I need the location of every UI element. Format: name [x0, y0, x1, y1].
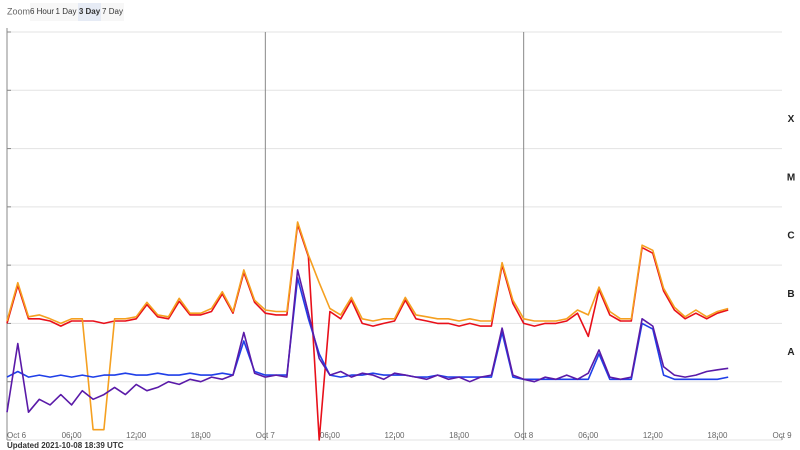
- zoom-button-label[interactable]: 3 Day: [79, 7, 101, 16]
- zoom-button-label[interactable]: 7 Day: [102, 7, 123, 16]
- plot: Oct 6 06:00 12:00 18:00 Oct 7 06:00 12:00 18:00…: [6, 28, 795, 441]
- zoom-button[interactable]: [30, 3, 54, 21]
- class-label: X: [788, 114, 795, 125]
- x-tick-label: 12:00: [126, 431, 147, 440]
- class-label: A: [787, 347, 794, 358]
- class-label: B: [787, 289, 794, 300]
- flux-line: [6, 221, 729, 431]
- zoom-buttons: 6 Hour 1 Day 3 Day 7 Day: [30, 3, 124, 21]
- x-tick-label: Oct 6: [7, 431, 27, 440]
- x-tick-label: 12:00: [384, 431, 405, 440]
- zoom-button[interactable]: [54, 3, 78, 21]
- zoom-label: Zoom: [7, 6, 30, 16]
- updated-text: Updated 2021-10-08 18:39 UTC: [7, 441, 124, 450]
- class-label: C: [787, 231, 794, 242]
- x-tick-label: 06:00: [320, 431, 341, 440]
- x-tick-label: Oct 9: [772, 431, 792, 440]
- flux-line: [6, 223, 729, 441]
- x-tick-label: 06:00: [578, 431, 599, 440]
- zoom-button-label[interactable]: 6 Hour: [30, 7, 54, 16]
- x-tick-label: 12:00: [643, 431, 664, 440]
- flux-line: [6, 269, 729, 413]
- x-tick-label: Oct 8: [514, 431, 534, 440]
- x-tick-label: 06:00: [62, 431, 83, 440]
- x-tick-label: 18:00: [707, 431, 728, 440]
- x-tick-label: 18:00: [191, 431, 212, 440]
- flux-line: [6, 277, 729, 381]
- x-tick-label: 18:00: [449, 431, 470, 440]
- x-tick-label: Oct 7: [256, 431, 276, 440]
- zoom-button[interactable]: [101, 3, 124, 21]
- zoom-button-label[interactable]: 1 Day: [56, 7, 77, 16]
- zoom-button[interactable]: [78, 3, 101, 21]
- class-label: M: [787, 172, 795, 183]
